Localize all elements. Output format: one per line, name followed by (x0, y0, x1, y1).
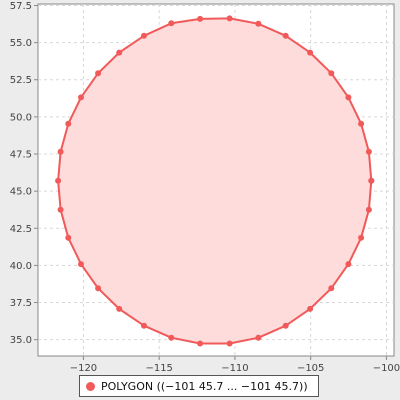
vertex-point (255, 20, 262, 27)
polygon-shape (57, 17, 373, 345)
y-tick-label: 50.0 (10, 112, 32, 123)
vertex-point (307, 49, 314, 56)
vertex-point (226, 340, 233, 347)
vertex-point (78, 261, 84, 268)
vertex-point (116, 305, 123, 312)
vertex-point (116, 49, 123, 56)
y-tick-label: 55.0 (10, 38, 32, 49)
vertex-point (55, 177, 62, 184)
vertex-point (141, 322, 147, 329)
vertex-point (65, 120, 72, 127)
vertex-point (65, 234, 72, 241)
vertex-point (78, 94, 84, 101)
axis-ticks: −120 −115 −110 −105 −100 35.0 37.5 40.0 42.5 45.0… (10, 1, 400, 374)
y-tick-label: 45.0 (10, 187, 32, 198)
x-tick-label: −115 (145, 363, 172, 374)
vertex-point (358, 234, 365, 241)
legend-label: POLYGON ((−101 45.7 ... −101 45.7)) (101, 379, 308, 393)
vertex-point (358, 120, 365, 127)
y-tick-label: 37.5 (10, 298, 32, 309)
vertex-point (345, 261, 352, 268)
vertex-point (282, 322, 289, 329)
vertex-point (226, 15, 233, 22)
vertex-point (168, 334, 175, 341)
vertex-point (282, 32, 289, 39)
vertex-point (95, 70, 102, 77)
vertex-point (57, 148, 64, 155)
y-tick-label: 52.5 (10, 75, 32, 86)
vertex-point (365, 206, 372, 213)
y-tick-label: 40.0 (10, 261, 32, 272)
vertex-point (168, 20, 175, 27)
y-tick-label: 42.5 (10, 224, 32, 235)
vertex-point (328, 70, 335, 77)
series-polygon (55, 15, 375, 347)
x-tick-label: −110 (221, 363, 248, 374)
vertex-point (141, 32, 147, 39)
vertex-point (197, 340, 204, 347)
vertex-point (328, 285, 335, 292)
legend: POLYGON ((−101 45.7 ... −101 45.7)) (79, 375, 319, 397)
vertex-point (57, 206, 64, 213)
y-tick-label: 47.5 (10, 150, 32, 161)
y-tick-label: 57.5 (10, 1, 32, 12)
y-tick-label: 35.0 (10, 335, 32, 346)
vertex-point (95, 285, 102, 292)
x-tick-label: −120 (70, 363, 97, 374)
vertex-point (197, 15, 204, 22)
vertex-point (365, 148, 372, 155)
x-tick-label: −100 (373, 363, 400, 374)
vertex-point (255, 334, 262, 341)
x-tick-label: −105 (297, 363, 324, 374)
vertex-point (345, 94, 352, 101)
vertex-point (368, 177, 375, 184)
vertex-point (307, 305, 314, 312)
legend-marker-icon (86, 381, 95, 391)
